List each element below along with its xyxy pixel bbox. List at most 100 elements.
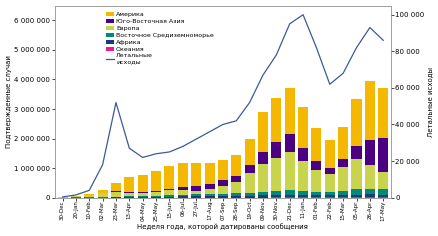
Bar: [351, 189, 361, 195]
Bar: [258, 195, 267, 198]
Bar: [204, 163, 214, 184]
Bar: [297, 107, 307, 148]
Bar: [231, 155, 241, 176]
Y-axis label: Подтвержденные случаи: Подтвержденные случаи: [6, 55, 11, 148]
Bar: [204, 194, 214, 196]
Bar: [177, 187, 187, 190]
Bar: [111, 197, 121, 198]
Bar: [177, 196, 187, 198]
Bar: [378, 88, 387, 138]
Bar: [111, 183, 121, 191]
Bar: [284, 134, 294, 152]
Bar: [138, 196, 147, 197]
Bar: [311, 197, 321, 198]
Bar: [351, 99, 361, 146]
Bar: [71, 196, 81, 198]
Bar: [138, 197, 147, 198]
Bar: [138, 192, 147, 193]
Bar: [297, 195, 307, 198]
Bar: [351, 146, 361, 160]
Bar: [258, 192, 267, 195]
Bar: [351, 195, 361, 197]
Bar: [324, 139, 334, 168]
Bar: [191, 194, 201, 196]
Bar: [284, 152, 294, 190]
Bar: [231, 193, 241, 196]
Bar: [138, 175, 147, 192]
Bar: [271, 191, 281, 195]
Bar: [337, 195, 347, 197]
Bar: [311, 169, 321, 192]
Bar: [217, 196, 227, 198]
Bar: [164, 197, 174, 198]
Bar: [378, 197, 387, 198]
Bar: [151, 192, 161, 196]
Bar: [204, 184, 214, 189]
Bar: [271, 98, 281, 142]
Bar: [231, 196, 241, 198]
Bar: [324, 174, 334, 192]
Bar: [337, 127, 347, 159]
Bar: [337, 159, 347, 167]
Bar: [258, 164, 267, 192]
Bar: [84, 195, 94, 197]
Bar: [151, 196, 161, 197]
Bar: [297, 161, 307, 191]
Bar: [324, 192, 334, 195]
Bar: [337, 191, 347, 195]
Bar: [217, 186, 227, 194]
Bar: [191, 163, 201, 186]
Bar: [164, 195, 174, 197]
Bar: [124, 177, 134, 192]
Bar: [204, 189, 214, 194]
Bar: [177, 163, 187, 187]
Bar: [337, 167, 347, 191]
Bar: [244, 165, 254, 173]
Bar: [271, 142, 281, 158]
Bar: [204, 196, 214, 198]
Bar: [297, 148, 307, 161]
Bar: [217, 180, 227, 186]
Bar: [284, 88, 294, 134]
Bar: [258, 112, 267, 152]
Bar: [337, 197, 347, 198]
Bar: [164, 189, 174, 190]
Bar: [244, 196, 254, 198]
Bar: [364, 165, 374, 189]
Bar: [364, 197, 374, 198]
Bar: [191, 186, 201, 190]
Bar: [111, 191, 121, 192]
Bar: [97, 190, 107, 193]
Bar: [217, 194, 227, 196]
Bar: [84, 194, 94, 195]
Bar: [324, 197, 334, 198]
Bar: [271, 195, 281, 198]
Bar: [191, 196, 201, 198]
Legend: Америка, Юго-Восточная Азия, Европа, Восточное Средиземноморье, Африка, Океания,: Америка, Юго-Восточная Азия, Европа, Вос…: [105, 11, 215, 66]
Y-axis label: Летальные исходы: Летальные исходы: [427, 67, 432, 137]
Bar: [177, 195, 187, 196]
Bar: [164, 190, 174, 195]
Bar: [244, 173, 254, 193]
Bar: [311, 161, 321, 169]
Bar: [284, 195, 294, 198]
Bar: [177, 190, 187, 195]
Bar: [111, 192, 121, 197]
Bar: [297, 191, 307, 195]
Bar: [324, 195, 334, 197]
Bar: [231, 176, 241, 182]
Bar: [364, 189, 374, 194]
Bar: [84, 197, 94, 198]
Bar: [138, 193, 147, 196]
Bar: [378, 190, 387, 194]
Bar: [378, 172, 387, 190]
Bar: [284, 190, 294, 195]
Bar: [364, 194, 374, 197]
Bar: [124, 192, 134, 193]
Bar: [231, 182, 241, 193]
Bar: [151, 197, 161, 198]
Bar: [311, 128, 321, 161]
Bar: [57, 197, 67, 198]
Bar: [244, 139, 254, 165]
Bar: [364, 140, 374, 165]
